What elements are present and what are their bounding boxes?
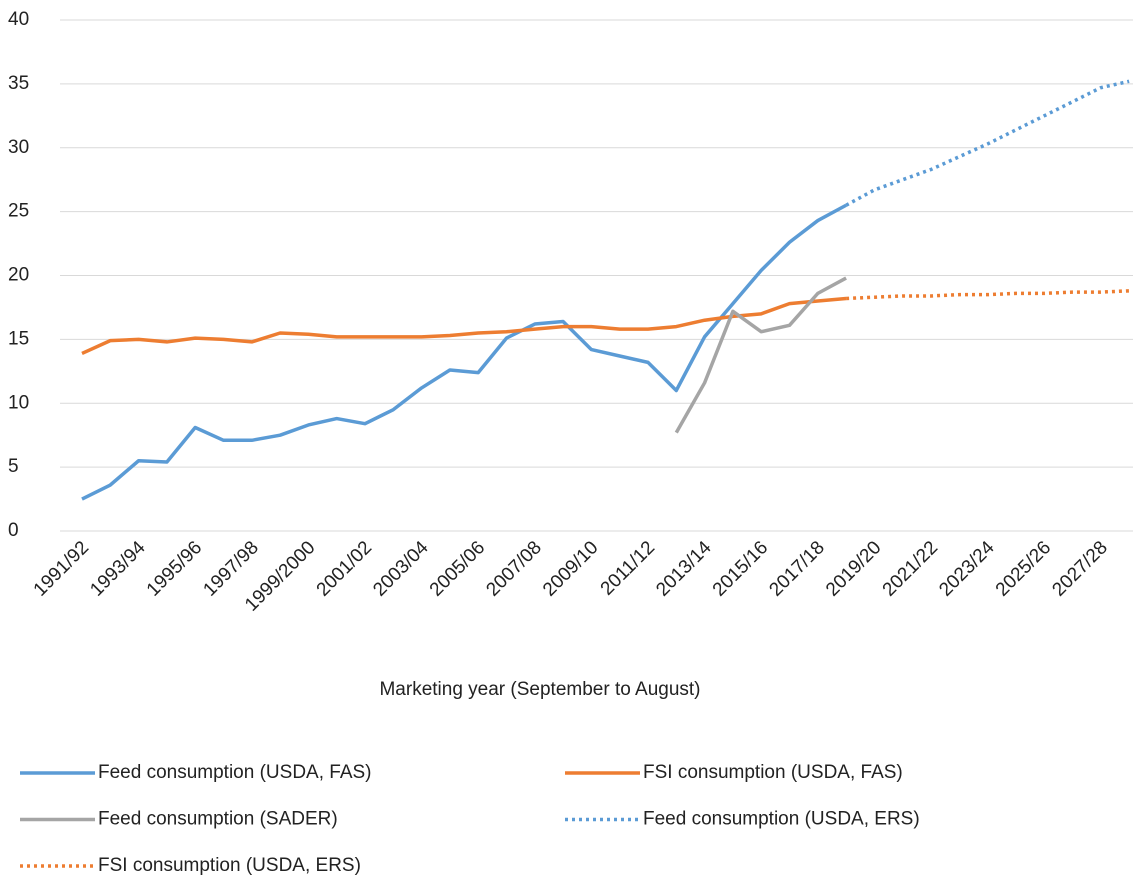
x-tick-label: 1995/96 xyxy=(143,537,206,600)
x-tick-label: 2005/06 xyxy=(426,537,489,600)
y-tick-label: 35 xyxy=(8,73,29,94)
x-tick-label: 1991/92 xyxy=(30,537,93,600)
legend-label: FSI consumption (USDA, FAS) xyxy=(643,762,903,783)
x-tick-label: 2001/02 xyxy=(313,537,376,600)
x-tick-label: 2003/04 xyxy=(369,537,433,601)
y-tick-label: 20 xyxy=(8,265,29,286)
y-tick-label: 25 xyxy=(8,201,29,222)
y-tick-label: 15 xyxy=(8,328,29,349)
x-tick-label: 2011/12 xyxy=(597,537,659,599)
x-tick-label: 2017/18 xyxy=(765,537,828,600)
x-tick-label: 2009/10 xyxy=(539,537,602,600)
x-tick-label: 2007/08 xyxy=(482,537,545,600)
legend-label: Feed consumption (USDA, ERS) xyxy=(643,809,920,830)
y-tick-label: 5 xyxy=(8,456,19,477)
x-axis-label: Marketing year (September to August) xyxy=(379,679,700,700)
series-line xyxy=(674,276,847,434)
y-tick-label: 0 xyxy=(8,520,19,541)
series-line xyxy=(81,203,847,501)
y-tick-label: 10 xyxy=(8,392,29,413)
x-tick-label: 2027/28 xyxy=(1048,537,1111,600)
x-tick-label: 1993/94 xyxy=(86,537,150,601)
x-tick-label: 2019/20 xyxy=(822,537,885,600)
legend-label: Feed consumption (SADER) xyxy=(98,809,338,830)
x-tick-label: 2023/24 xyxy=(935,537,999,601)
x-tick-label: 2015/16 xyxy=(709,537,772,600)
x-tick-label: 2025/26 xyxy=(992,537,1055,600)
series-line xyxy=(846,289,1130,301)
y-tick-label: 30 xyxy=(8,137,29,158)
legend-label: FSI consumption (USDA, ERS) xyxy=(98,855,361,876)
legend-label: Feed consumption (USDA, FAS) xyxy=(98,762,372,783)
y-tick-label: 40 xyxy=(8,9,29,30)
series-line xyxy=(81,296,847,356)
series-line xyxy=(845,79,1130,207)
x-tick-label: 2013/14 xyxy=(652,537,716,601)
x-tick-label: 2021/22 xyxy=(879,537,942,600)
